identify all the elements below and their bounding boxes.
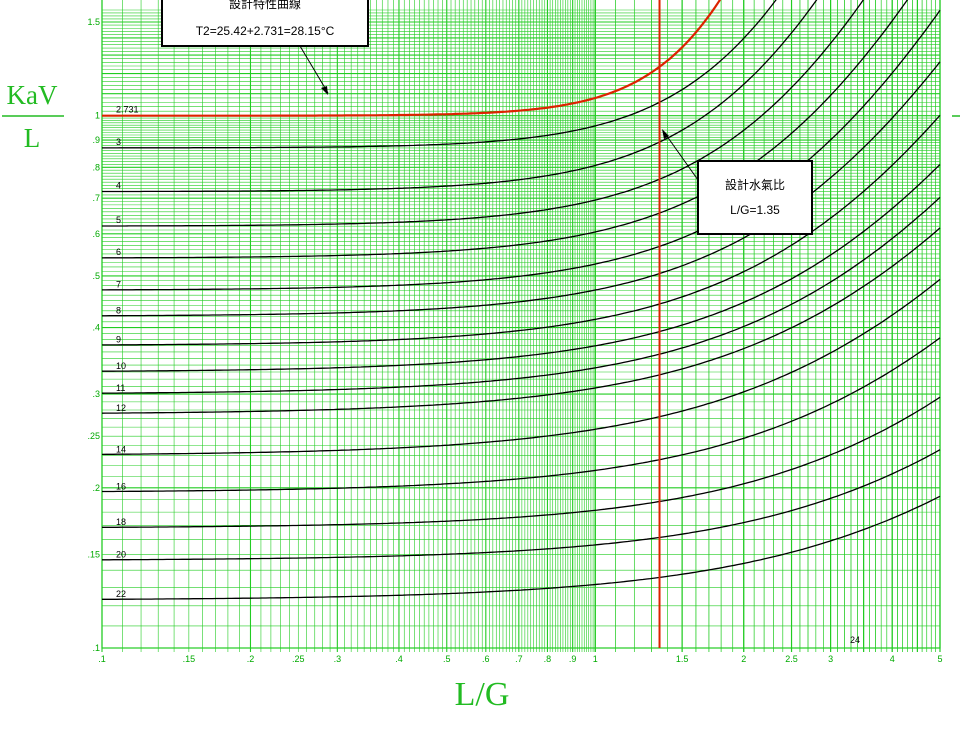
chart-curves — [101, 0, 941, 600]
x-tick-label: 1 — [593, 654, 598, 664]
curve-label-11: 11 — [116, 383, 125, 393]
x-tick-label: 2 — [741, 654, 746, 664]
curve-11 — [101, 196, 941, 394]
y-tick-label: .8 — [92, 162, 100, 172]
curve-label-9: 9 — [116, 335, 121, 345]
x-tick-label: .5 — [443, 654, 451, 664]
annotation-design-curve: 設計特性曲線 T2=25.42+2.731=28.15°C — [161, 0, 369, 95]
x-tick-label: .7 — [515, 654, 523, 664]
curve-label-4: 4 — [116, 181, 121, 191]
x-tick-label: .8 — [544, 654, 552, 664]
y-axis-title-denominator: L — [24, 123, 41, 153]
curve-label-8: 8 — [116, 305, 121, 315]
curve-label-12: 12 — [116, 403, 126, 413]
x-tick-label: .25 — [292, 654, 305, 664]
curve-3 — [102, 0, 777, 149]
annotation-design-curve-title: 設計特性曲線 — [229, 0, 301, 11]
curve-label-2.731: 2.731 — [116, 105, 139, 115]
curve-10 — [102, 164, 941, 372]
x-tick-label: .9 — [569, 654, 577, 664]
annotation-design-curve-formula: T2=25.42+2.731=28.15°C — [196, 24, 335, 38]
x-tick-label: 1.5 — [676, 654, 689, 664]
curve-end-label: 24 — [850, 635, 860, 645]
curve-label-14: 14 — [116, 444, 126, 454]
annotation-design-ratio-pointer — [663, 131, 699, 181]
curve-label-7: 7 — [116, 279, 121, 289]
curve-labels: 2.731 3 4 5 6 7 8 9 10 11 12 14 16 18 20 22 24 — [116, 105, 860, 645]
annotation-design-ratio-value: L/G=1.35 — [730, 203, 780, 217]
annotation-design-ratio: 設計水氣比 L/G=1.35 — [662, 129, 813, 235]
y-tick-label: 1 — [95, 111, 100, 121]
y-tick-label: .7 — [92, 193, 100, 203]
x-axis-title: L/G — [455, 676, 510, 713]
annotation-design-ratio-title: 設計水氣比 — [725, 177, 785, 192]
curve-14 — [101, 278, 941, 456]
y-tick-label: .6 — [92, 229, 100, 239]
y-tick-label: .9 — [92, 135, 100, 145]
curve-label-20: 20 — [116, 550, 126, 560]
x-tick-label: .6 — [482, 654, 490, 664]
curve-2.731 — [102, 0, 722, 117]
y-tick-label: 1.5 — [87, 17, 100, 27]
curve-16 — [102, 337, 941, 493]
y-tick-label: .25 — [87, 431, 100, 441]
plot-border — [101, 0, 941, 649]
annotation-box — [161, 0, 369, 47]
curve-6 — [101, 0, 909, 259]
curve-5 — [102, 0, 865, 227]
curve-12 — [101, 227, 941, 414]
y-axis-title-numerator: KaV — [7, 80, 58, 110]
x-tick-label: 2.5 — [785, 654, 798, 664]
y-tick-label: .5 — [92, 271, 100, 281]
curve-22 — [102, 495, 941, 600]
x-tick-label: .15 — [183, 654, 196, 664]
x-tick-label: .3 — [334, 654, 342, 664]
curve-label-16: 16 — [116, 481, 126, 491]
y-tick-label: .2 — [92, 483, 100, 493]
annotation-design-curve-pointer — [299, 45, 329, 94]
y-tick-label: .3 — [92, 389, 100, 399]
curve-18 — [102, 396, 941, 528]
arrowhead-icon — [662, 129, 669, 139]
x-tick-labels: .1 .15 .2 .25 .3 .4 .5 .6 .7 .8 .9 1 1.5 2 2.5 3 4 5 — [98, 654, 942, 664]
curve-label-18: 18 — [116, 517, 126, 527]
y-axis-title: KaV L — [2, 80, 64, 153]
curve-label-10: 10 — [116, 361, 126, 371]
curve-label-3: 3 — [116, 137, 121, 147]
curve-9 — [102, 114, 941, 346]
x-tick-label: .4 — [395, 654, 403, 664]
x-tick-label: 3 — [828, 654, 833, 664]
x-tick-label: 5 — [937, 654, 942, 664]
curve-4 — [102, 0, 818, 193]
y-tick-label: .1 — [92, 643, 100, 653]
y-tick-label: .15 — [87, 549, 100, 559]
curve-label-6: 6 — [116, 247, 121, 257]
curve-20 — [102, 449, 941, 561]
arrowhead-icon — [321, 86, 328, 95]
y-tick-label: .4 — [92, 323, 100, 333]
y-tick-labels: 1.5 1 .9 .8 .7 .6 .5 .4 .3 .25 .2 .15 .1 — [87, 17, 100, 653]
x-tick-label: 4 — [890, 654, 895, 664]
curve-label-5: 5 — [116, 215, 121, 225]
x-tick-label: .1 — [98, 654, 106, 664]
curve-label-22: 22 — [116, 589, 126, 599]
annotation-box — [697, 160, 813, 235]
chart-grid — [101, 0, 941, 652]
x-tick-label: .2 — [247, 654, 255, 664]
